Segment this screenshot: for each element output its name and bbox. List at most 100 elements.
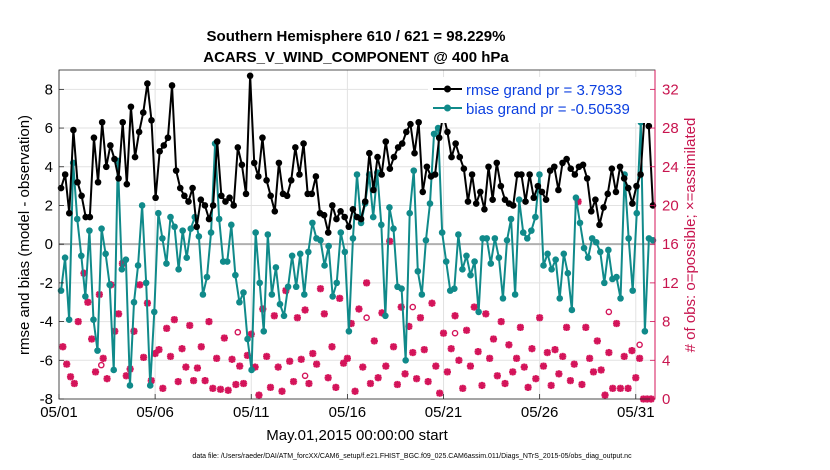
rmse-point xyxy=(390,153,398,161)
rmse-point xyxy=(633,182,640,190)
obs-assimilated-marker xyxy=(355,305,363,313)
rmse-point xyxy=(230,202,237,209)
obs-assimilated-marker xyxy=(88,335,96,343)
rmse-point xyxy=(481,206,488,213)
bias-point xyxy=(386,204,393,211)
obs-assimilated-marker xyxy=(289,377,298,386)
bias-point xyxy=(284,283,292,291)
y-tick-label: 6 xyxy=(45,120,53,137)
obs-assimilated-marker xyxy=(428,299,436,307)
rmse-point xyxy=(526,171,533,178)
rmse-point xyxy=(70,126,77,134)
y-axis-ticks: -8 -6 -4 -2 0 2 4 6 8 xyxy=(40,81,64,408)
rmse-point xyxy=(189,184,196,192)
rmse-point xyxy=(308,190,316,198)
rmse-point xyxy=(193,223,200,231)
obs-assimilated-marker xyxy=(547,381,555,390)
bias-point xyxy=(617,295,624,302)
y-tick-label: -4 xyxy=(40,314,53,331)
rmse-point xyxy=(629,200,636,207)
x-tick-label: 05/11 xyxy=(233,404,269,421)
obs-assimilated-marker xyxy=(543,348,551,357)
rmse-point xyxy=(596,221,603,229)
legend-box xyxy=(428,77,650,123)
rmse-point xyxy=(242,190,250,198)
bias-point xyxy=(333,279,341,287)
rmse-point xyxy=(90,134,98,142)
rmse-point xyxy=(86,213,94,221)
y2-tick-label: 32 xyxy=(662,81,679,98)
rmse-point xyxy=(370,186,377,194)
obs-assimilated-marker xyxy=(555,370,563,378)
rmse-point xyxy=(518,171,525,178)
rmse-point xyxy=(472,200,480,207)
legend-rmse-marker xyxy=(444,85,451,93)
bias-point xyxy=(463,252,470,260)
bias-point xyxy=(65,316,73,323)
bias-point xyxy=(73,215,81,223)
rmse-point xyxy=(378,171,385,178)
bias-point xyxy=(175,266,182,273)
bias-point xyxy=(276,300,284,308)
obs-assimilated-marker xyxy=(178,345,186,353)
obs-assimilated-marker xyxy=(636,354,644,362)
obs-assimilated-marker xyxy=(416,314,425,322)
obs-assimilated-marker xyxy=(536,314,544,322)
obs-assimilated-marker xyxy=(401,370,409,378)
obs-assimilated-marker xyxy=(413,375,421,383)
bias-point xyxy=(106,281,113,289)
bias-point xyxy=(248,366,255,374)
rmse-point xyxy=(550,163,558,171)
rmse-point xyxy=(604,190,612,198)
obs-assimilated-marker xyxy=(103,375,111,383)
obs-assimilated-marker xyxy=(274,363,282,371)
bias-point xyxy=(280,312,288,320)
bias-point xyxy=(203,273,211,281)
obs-assimilated-marker xyxy=(343,354,351,362)
rmse-point xyxy=(398,140,406,147)
obs-assimilated-marker xyxy=(593,337,601,345)
bias-point xyxy=(402,356,409,364)
obs-assimilated-marker xyxy=(166,352,175,361)
bias-point xyxy=(292,283,300,291)
rmse-point xyxy=(139,109,147,116)
y2-tick-label: 20 xyxy=(662,197,679,214)
obs-assimilated-marker xyxy=(363,279,371,287)
rmse-point xyxy=(107,142,114,149)
obs-assimilated-marker xyxy=(293,314,301,322)
rmse-point xyxy=(213,138,221,145)
rmse-point xyxy=(415,118,422,126)
bias-point xyxy=(353,171,361,178)
obs-assimilated-marker xyxy=(305,379,313,388)
rmse-point xyxy=(320,211,328,219)
obs-assimilated-marker xyxy=(313,360,321,368)
obs-assimilated-marker xyxy=(616,384,624,392)
obs-assimilated-marker xyxy=(374,374,382,382)
x-axis-label: May.01,2015 00:00:00 start xyxy=(266,427,448,444)
bias-point xyxy=(438,229,446,236)
rmse-point xyxy=(296,171,303,178)
rmse-point xyxy=(98,118,106,126)
obs-assimilated-marker xyxy=(236,362,244,370)
rmse-point xyxy=(435,134,443,142)
rmse-point xyxy=(423,163,431,171)
rmse-point xyxy=(624,184,632,192)
bias-point xyxy=(382,312,389,320)
bias-point xyxy=(503,237,511,244)
bias-point xyxy=(199,291,207,298)
bias-point xyxy=(122,256,130,263)
rmse-point xyxy=(226,194,233,202)
bias-point xyxy=(317,237,324,244)
obs-assimilated-marker xyxy=(189,377,198,385)
bias-point xyxy=(240,289,247,296)
bias-point xyxy=(548,266,555,273)
obs-possible-marker xyxy=(234,328,242,336)
rmse-point xyxy=(592,196,599,203)
rmse-point xyxy=(197,196,205,203)
bias-point xyxy=(451,285,458,292)
x-tick-label: 05/31 xyxy=(617,404,655,421)
bias-point xyxy=(321,262,328,269)
rmse-point xyxy=(209,202,217,209)
rmse-point xyxy=(222,198,229,205)
bias-point xyxy=(138,202,146,209)
